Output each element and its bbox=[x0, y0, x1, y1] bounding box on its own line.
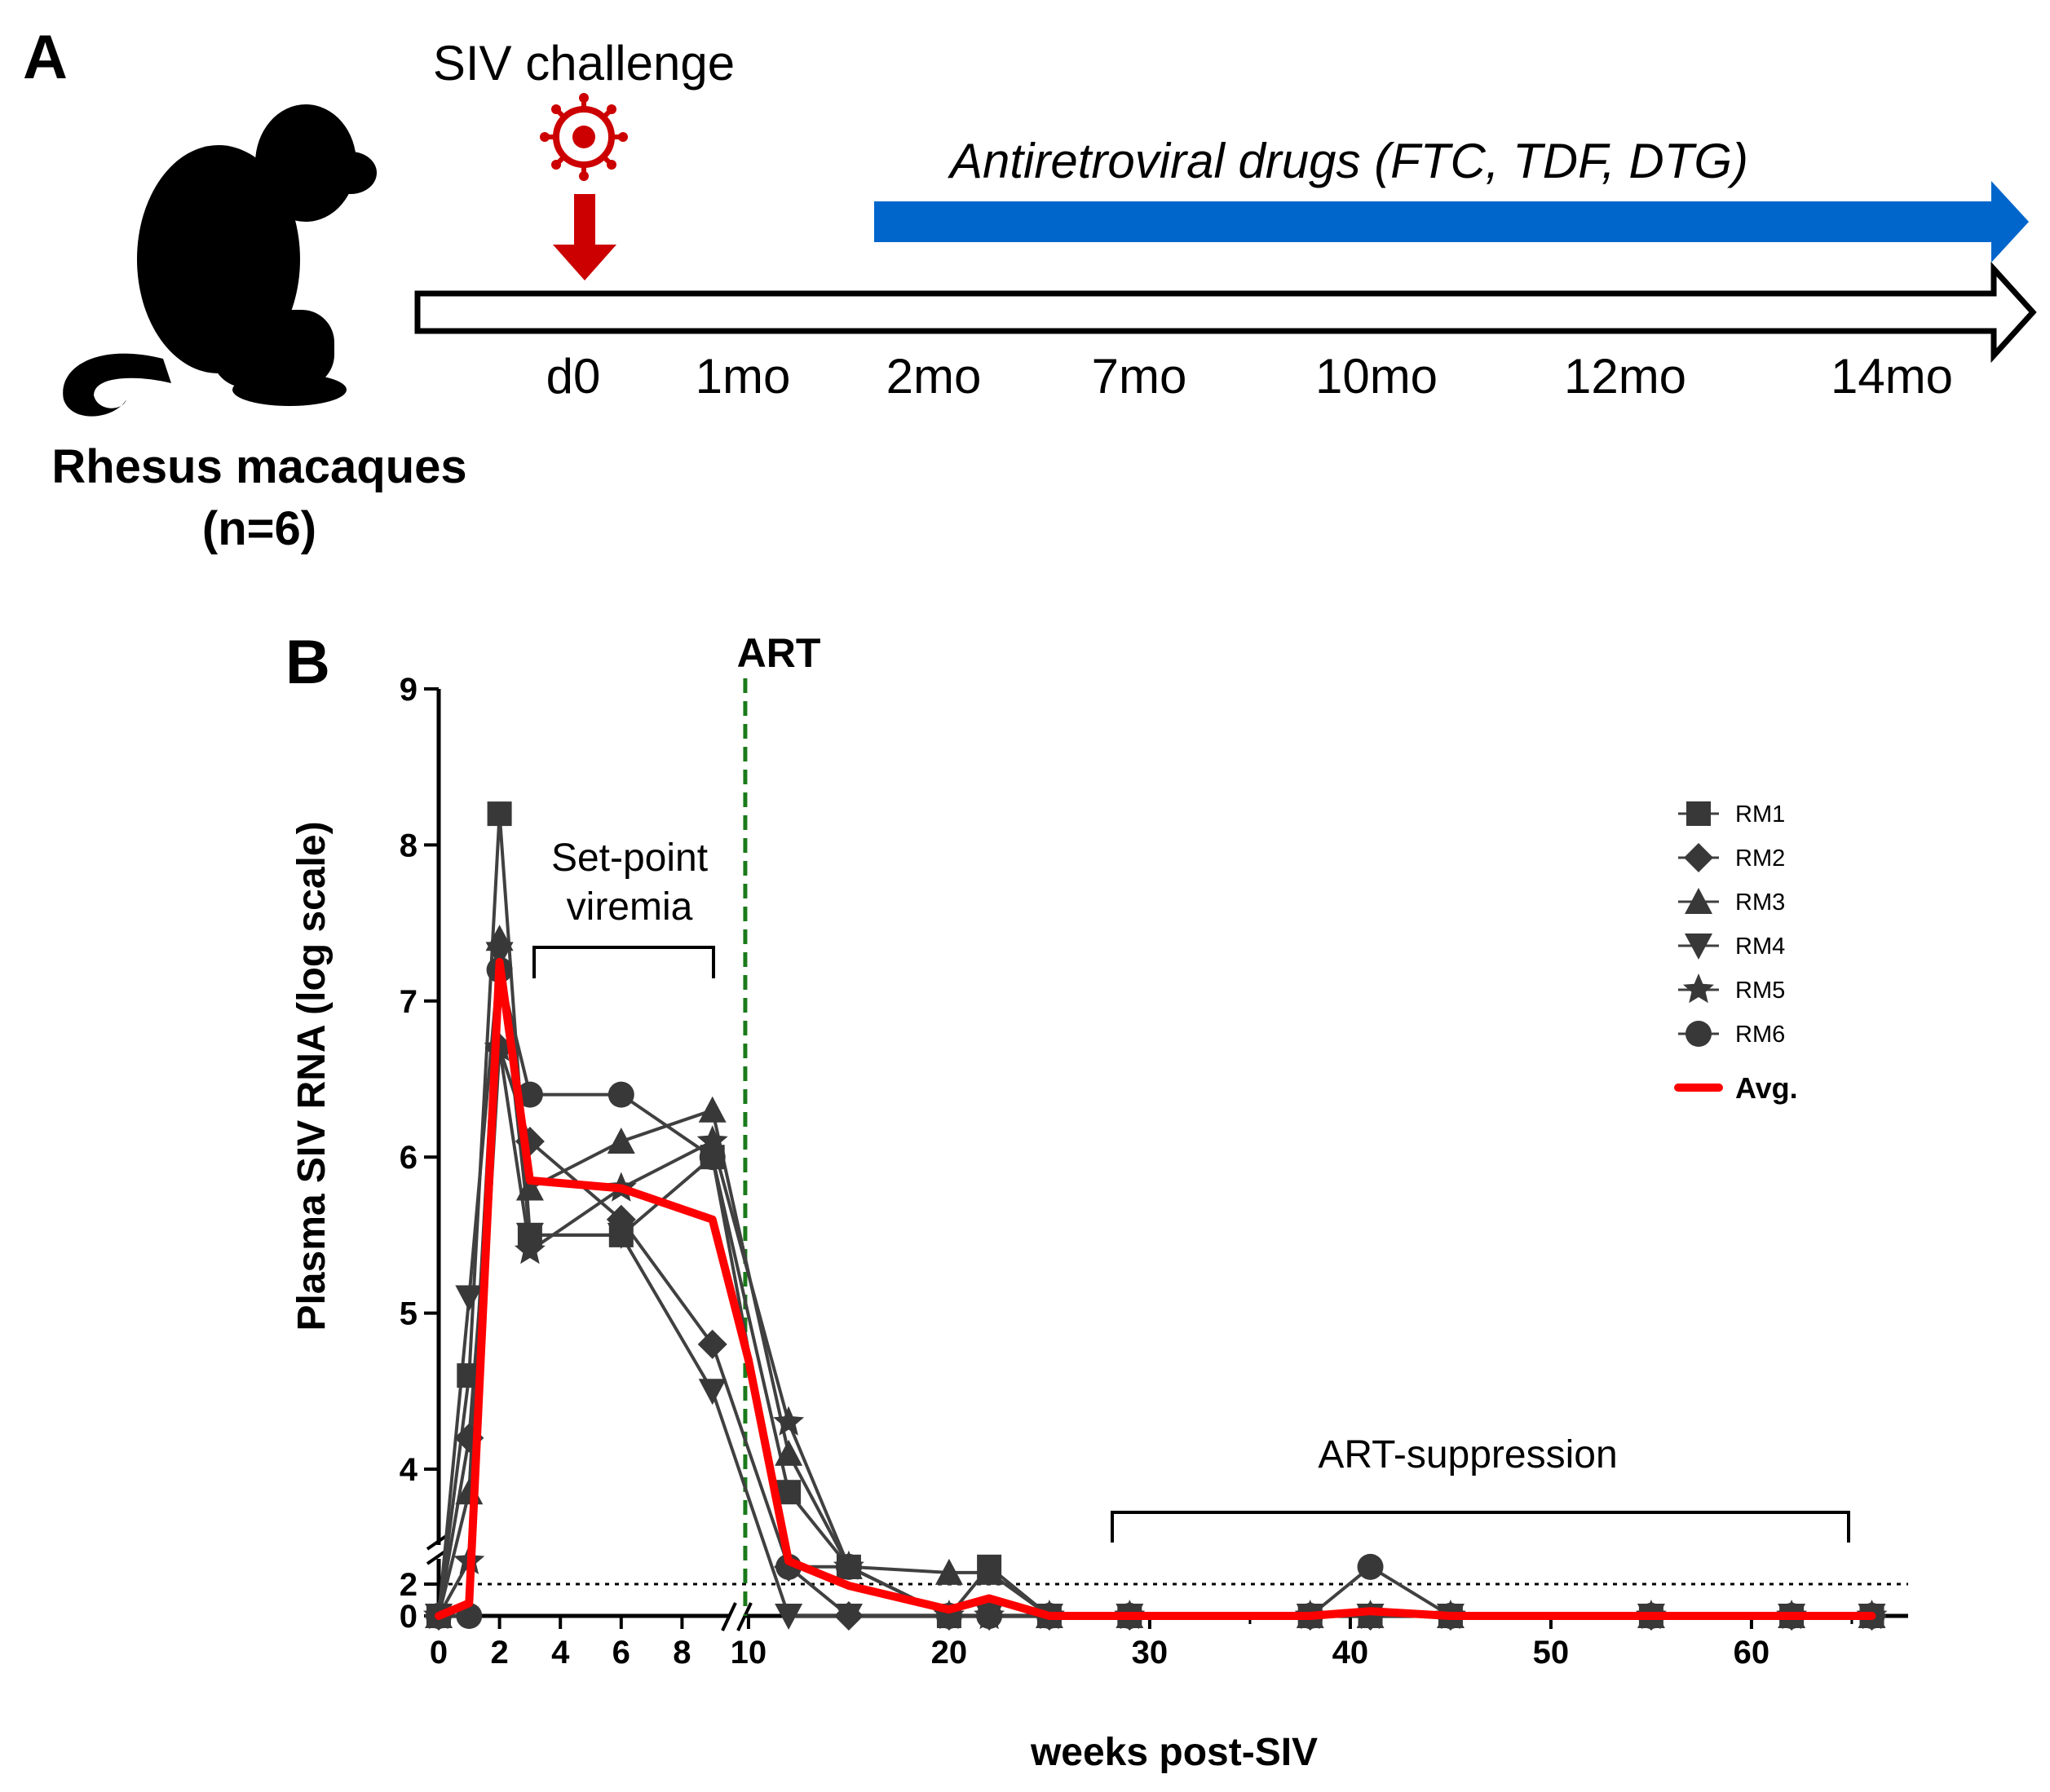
data-point-star bbox=[773, 1406, 805, 1436]
legend-label: RM3 bbox=[1735, 889, 1785, 916]
virus-icon bbox=[540, 93, 628, 181]
challenge-arrow bbox=[553, 194, 616, 280]
y-tick-label: 6 bbox=[400, 1140, 418, 1176]
panel-a: A Rhesus macaques (n=6) SIV challenge bbox=[23, 23, 2037, 555]
data-point-circle bbox=[1357, 1553, 1384, 1580]
data-point-circle bbox=[516, 1081, 543, 1108]
drugs-label: Antiretroviral drugs (FTC, TDF, DTG) bbox=[948, 134, 1748, 188]
data-point-triangle-down bbox=[775, 1604, 803, 1630]
data-point-triangle-up bbox=[775, 1439, 803, 1466]
y-tick-label: 8 bbox=[400, 828, 418, 863]
y-axis-title: Plasma SIV RNA (log scale) bbox=[290, 821, 334, 1331]
setpoint-label-line2: viremia bbox=[567, 885, 693, 929]
data-point-triangle-up bbox=[975, 1558, 1004, 1585]
legend-marker-rm6 bbox=[1686, 1021, 1712, 1047]
art-label: ART bbox=[737, 630, 821, 676]
y-tick-label: 0 bbox=[400, 1599, 418, 1635]
data-point-star bbox=[514, 1234, 546, 1265]
data-point-circle bbox=[976, 1603, 1003, 1629]
macaque-silhouette-icon bbox=[63, 104, 377, 417]
setpoint-bracket bbox=[532, 946, 715, 978]
timeline-label: 2mo bbox=[886, 349, 982, 404]
x-tick-label: 6 bbox=[612, 1635, 630, 1671]
x-axis-break bbox=[736, 1602, 753, 1631]
chart-annotations: Set-point viremia ART-suppression ART we… bbox=[290, 630, 1850, 1774]
legend-label: RM2 bbox=[1735, 845, 1785, 872]
legend-label: RM4 bbox=[1735, 934, 1785, 960]
data-point-triangle-up bbox=[607, 1128, 635, 1154]
x-tick-label: 4 bbox=[551, 1635, 570, 1671]
legend-marker-rm4 bbox=[1685, 934, 1712, 960]
y-tick-label: 2 bbox=[400, 1567, 418, 1603]
x-tick-label: 50 bbox=[1533, 1635, 1570, 1671]
data-point-circle bbox=[607, 1081, 634, 1108]
series-line-rm5 bbox=[437, 1046, 1872, 1618]
legend-marker-rm5 bbox=[1683, 973, 1714, 1004]
subject-label: Rhesus macaques bbox=[51, 440, 466, 493]
subject-n: (n=6) bbox=[202, 502, 316, 555]
suppression-bracket bbox=[1111, 1511, 1850, 1543]
y-tick-label: 5 bbox=[400, 1296, 418, 1332]
timeline-label: 1mo bbox=[696, 349, 791, 404]
x-axis-break bbox=[721, 1602, 737, 1631]
timeline-labels: d0 1mo 2mo 7mo 10mo 12mo 14mo bbox=[546, 349, 1953, 404]
legend-label: RM5 bbox=[1735, 978, 1785, 1004]
data-point-triangle-up bbox=[515, 1174, 544, 1201]
series-lines bbox=[437, 812, 1872, 1618]
data-point-triangle-down bbox=[698, 1379, 727, 1406]
timeline-label: 12mo bbox=[1564, 349, 1686, 404]
series-line-rm3 bbox=[437, 937, 1872, 1618]
x-axis-title: weeks post-SIV bbox=[1030, 1731, 1318, 1774]
legend-marker-rm1 bbox=[1686, 801, 1711, 826]
y-tick-label: 4 bbox=[400, 1452, 418, 1488]
panel-b-letter: B bbox=[285, 628, 330, 697]
x-tick-label: 8 bbox=[673, 1635, 691, 1671]
average-line-group bbox=[435, 957, 1876, 1620]
timeline-label: 10mo bbox=[1315, 349, 1438, 404]
legend-label: Avg. bbox=[1735, 1071, 1798, 1105]
y-tick-label: 9 bbox=[400, 672, 418, 708]
legend: RM1 RM2 RM3 RM4 RM5 RM6 Avg. bbox=[1674, 801, 1798, 1105]
legend-label: RM1 bbox=[1735, 801, 1785, 828]
timeline-arrow bbox=[414, 261, 2037, 364]
y-tick-label: 7 bbox=[400, 984, 418, 1020]
data-point-triangle-down bbox=[455, 1285, 484, 1312]
series-line-rm1 bbox=[437, 812, 1872, 1618]
suppression-label: ART-suppression bbox=[1318, 1433, 1617, 1476]
x-tick-label: 20 bbox=[931, 1635, 968, 1671]
challenge-label: SIV challenge bbox=[433, 36, 735, 90]
data-point-circle bbox=[699, 1144, 726, 1171]
x-tick-label: 40 bbox=[1332, 1635, 1369, 1671]
timeline-label: 7mo bbox=[1092, 349, 1187, 404]
data-point-square bbox=[487, 801, 512, 827]
legend-marker-rm2 bbox=[1684, 843, 1713, 872]
series-line-rm4 bbox=[437, 952, 1872, 1618]
timeline-label: 14mo bbox=[1831, 349, 1953, 404]
drug-arrow bbox=[874, 181, 2029, 263]
data-point-circle bbox=[835, 1553, 862, 1580]
panel-a-letter: A bbox=[23, 23, 68, 92]
timeline-label: d0 bbox=[546, 349, 601, 404]
legend-label: RM6 bbox=[1735, 1022, 1785, 1048]
setpoint-label-line1: Set-point bbox=[551, 836, 708, 880]
data-point-diamond bbox=[697, 1329, 727, 1359]
data-point-triangle-down bbox=[607, 1222, 635, 1249]
series-line-rm2 bbox=[437, 1046, 1872, 1618]
data-point-triangle-down bbox=[485, 942, 514, 969]
average-line bbox=[435, 957, 1876, 1620]
legend-marker-rm3 bbox=[1685, 888, 1712, 914]
data-point-triangle-down bbox=[834, 1604, 863, 1630]
x-tick-label: 60 bbox=[1734, 1635, 1770, 1671]
x-tick-label: 2 bbox=[490, 1635, 508, 1671]
x-tick-label: 10 bbox=[731, 1635, 767, 1671]
x-tick-label: 0 bbox=[430, 1635, 448, 1671]
data-point-triangle-up bbox=[698, 1096, 727, 1123]
data-point-triangle-up bbox=[934, 1558, 963, 1585]
x-tick-label: 30 bbox=[1132, 1635, 1169, 1671]
